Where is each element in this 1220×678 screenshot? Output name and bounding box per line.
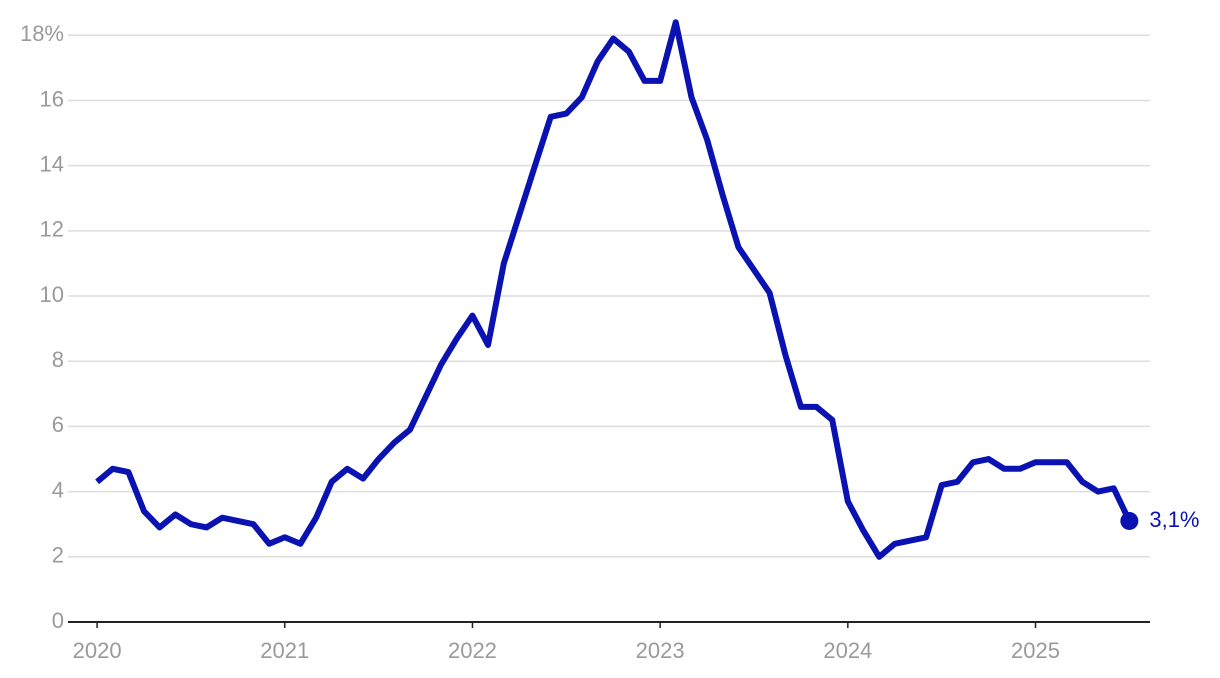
end-point [1120, 511, 1139, 530]
x-tick-label: 2023 [636, 638, 685, 663]
y-tick-label: 0 [52, 608, 64, 633]
x-tick-label: 2022 [448, 638, 497, 663]
x-tick-label: 2024 [823, 638, 872, 663]
y-tick-label: 18% [20, 21, 64, 46]
x-tick-label: 2021 [260, 638, 309, 663]
value-label: 3,1% [1149, 507, 1199, 532]
y-tick-label: 10 [40, 282, 64, 307]
y-tick-label: 4 [52, 477, 64, 502]
x-tick-label: 2025 [1011, 638, 1060, 663]
y-tick-label: 14 [40, 151, 64, 176]
y-tick-label: 8 [52, 347, 64, 372]
y-tick-label: 2 [52, 543, 64, 568]
y-tick-label: 16 [40, 86, 64, 111]
y-tick-label: 6 [52, 412, 64, 437]
x-tick-label: 2020 [73, 638, 122, 663]
y-tick-label: 12 [40, 217, 64, 242]
line [95, 19, 1133, 560]
